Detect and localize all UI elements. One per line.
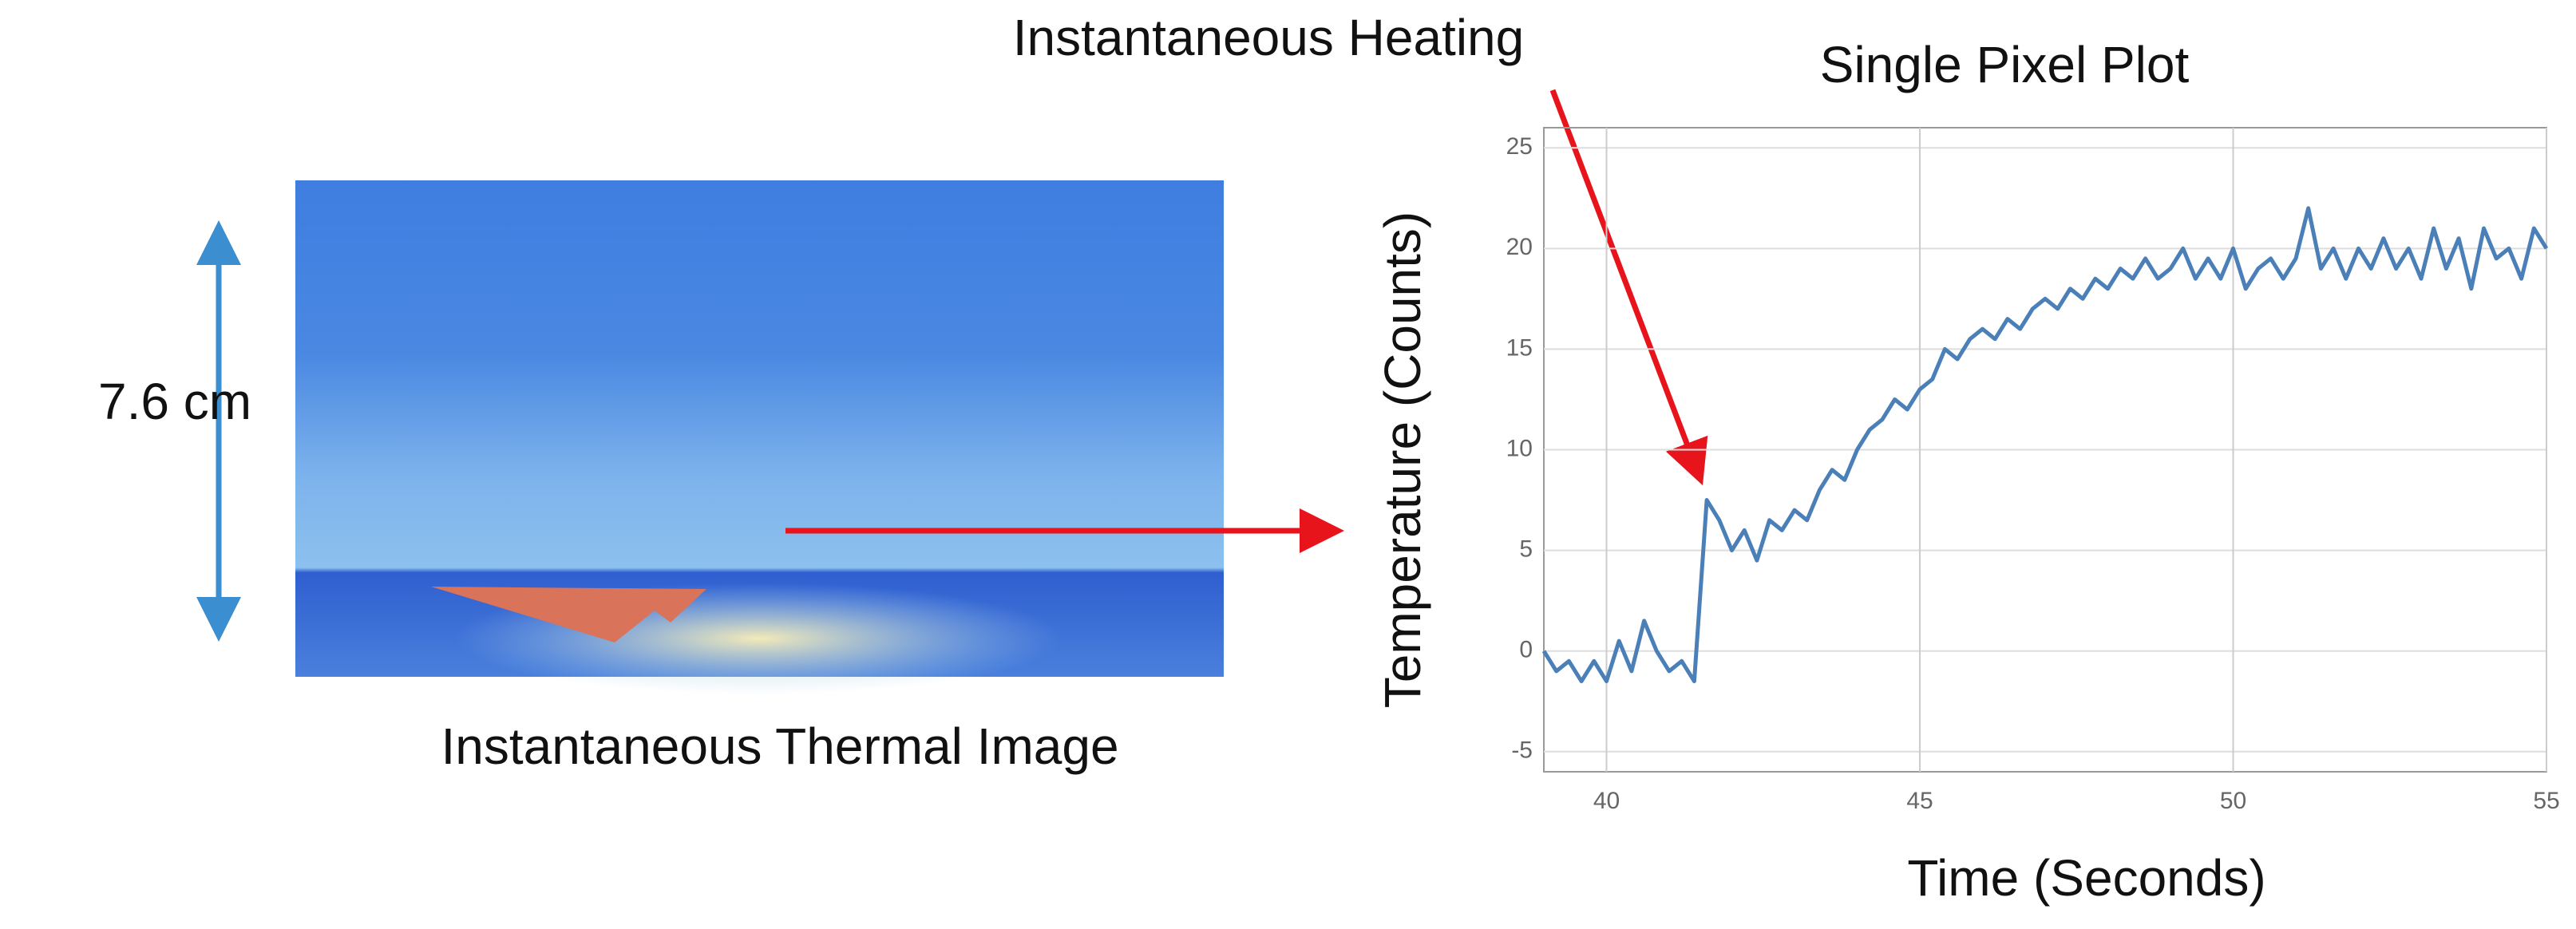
y-tick-label: 5 <box>1519 536 1533 563</box>
x-tick-label: 45 <box>1906 788 1933 814</box>
image-caption: Instantaneous Thermal Image <box>441 718 1118 775</box>
hot-region <box>431 587 706 642</box>
y-tick-label: 20 <box>1506 234 1533 260</box>
heating-arrow <box>1549 89 1708 486</box>
scale-label: 7.6 cm <box>98 373 251 430</box>
y-tick-label: -5 <box>1511 737 1533 764</box>
y-tick-label: 25 <box>1506 133 1533 160</box>
x-tick-label: 40 <box>1593 788 1620 814</box>
y-tick-label: 10 <box>1506 435 1533 461</box>
y-axis-label: Temperature (Counts) <box>1374 211 1431 708</box>
y-tick-label: 15 <box>1506 334 1533 361</box>
y-tick-label: 0 <box>1519 637 1533 663</box>
x-tick-label: 55 <box>2533 788 2559 814</box>
chart-title: Single Pixel Plot <box>1820 36 2190 93</box>
x-axis-label: Time (Seconds) <box>1907 849 2265 907</box>
x-tick-label: 50 <box>2220 788 2246 814</box>
data-line <box>1541 206 2549 684</box>
annotation: Instantaneous Heating <box>1013 9 1524 66</box>
